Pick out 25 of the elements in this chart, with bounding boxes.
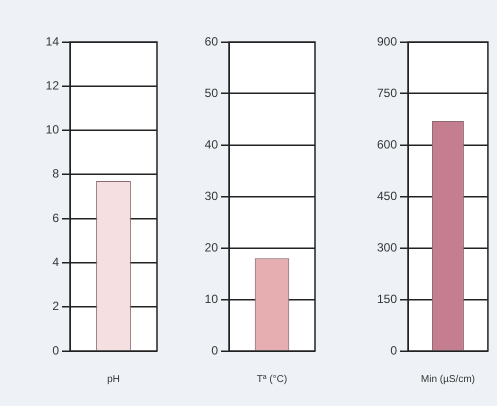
x-tick-label: Min (µS/cm) — [420, 374, 475, 385]
y-tick-label: 14 — [46, 34, 60, 48]
x-tick-label: Tª (°C) — [256, 374, 288, 385]
x-tick-label: pH — [107, 374, 120, 385]
y-tick-label: 2 — [52, 299, 60, 314]
y-tick-label: 8 — [52, 166, 60, 181]
y-tick-label: 750 — [376, 86, 398, 100]
y-tick-label: 450 — [376, 188, 398, 203]
y-tick-label: 600 — [376, 137, 398, 152]
y-tick-label: 300 — [376, 240, 398, 254]
y-tick-label: 6 — [52, 210, 60, 225]
y-tick-label: 12 — [46, 78, 60, 92]
y-tick-label: 50 — [204, 86, 218, 100]
y-tick-label: 900 — [376, 34, 398, 48]
y-tick-label: 40 — [204, 137, 218, 152]
y-tick-label: 60 — [204, 34, 218, 48]
y-tick-label: 20 — [204, 240, 218, 254]
y-tick-label: 0 — [52, 343, 60, 358]
y-tick-label: 0 — [390, 343, 398, 358]
y-tick-label: 0 — [211, 343, 218, 358]
y-tick-label: 4 — [52, 255, 60, 270]
y-tick-label: 10 — [204, 292, 218, 306]
y-tick-label: 10 — [46, 122, 60, 137]
y-tick-label: 30 — [204, 188, 218, 203]
y-tick-label: 150 — [376, 292, 398, 306]
